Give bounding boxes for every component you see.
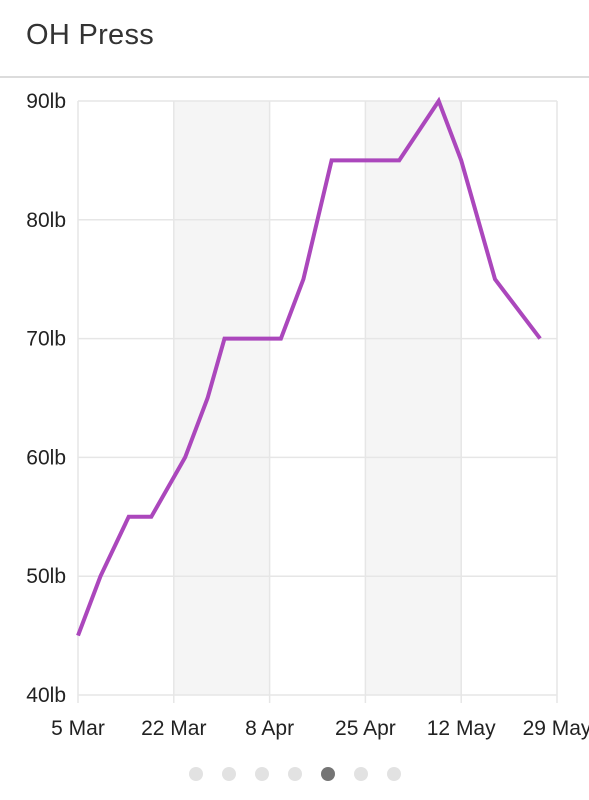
x-tick-label: 8 Apr [245, 717, 294, 740]
y-tick-label: 80lb [26, 209, 66, 232]
y-tick-label: 50lb [26, 565, 66, 588]
grid-lines [77, 100, 558, 703]
y-tick-label: 60lb [26, 446, 66, 469]
page-dot[interactable] [386, 767, 401, 781]
line-chart: 90lb 80lb 70lb 60lb 50lb 40lb 5 Mar 22 Mar 8 Ap… [26, 90, 589, 740]
x-tick-label: 22 Mar [141, 717, 206, 740]
page-dot[interactable] [254, 767, 269, 781]
shaded-band [365, 101, 462, 695]
x-tick-label: 5 Mar [51, 717, 105, 740]
x-tick-label: 29 May [523, 717, 589, 740]
x-axis-tick-labels: 5 Mar 22 Mar 8 Apr 25 Apr 12 May 29 May [51, 717, 589, 740]
y-tick-label: 90lb [26, 90, 66, 113]
y-tick-label: 70lb [26, 328, 66, 351]
series-line [76, 96, 542, 637]
y-axis-tick-labels: 90lb 80lb 70lb 60lb 50lb 40lb [26, 90, 66, 707]
page-dot[interactable] [221, 767, 236, 781]
page-title: OH Press [26, 19, 155, 51]
page-dot[interactable] [353, 767, 368, 781]
page-dot[interactable] [188, 767, 203, 781]
y-tick-label: 40lb [26, 684, 66, 707]
shaded-bands [173, 101, 462, 695]
series-lines [76, 96, 542, 637]
shaded-band [173, 101, 270, 695]
page-indicator [0, 767, 589, 787]
page-dot[interactable] [287, 767, 302, 781]
page-dot[interactable] [320, 767, 335, 781]
x-tick-label: 12 May [427, 717, 496, 740]
header-bar: OH Press [0, 0, 589, 78]
x-tick-label: 25 Apr [335, 717, 396, 740]
